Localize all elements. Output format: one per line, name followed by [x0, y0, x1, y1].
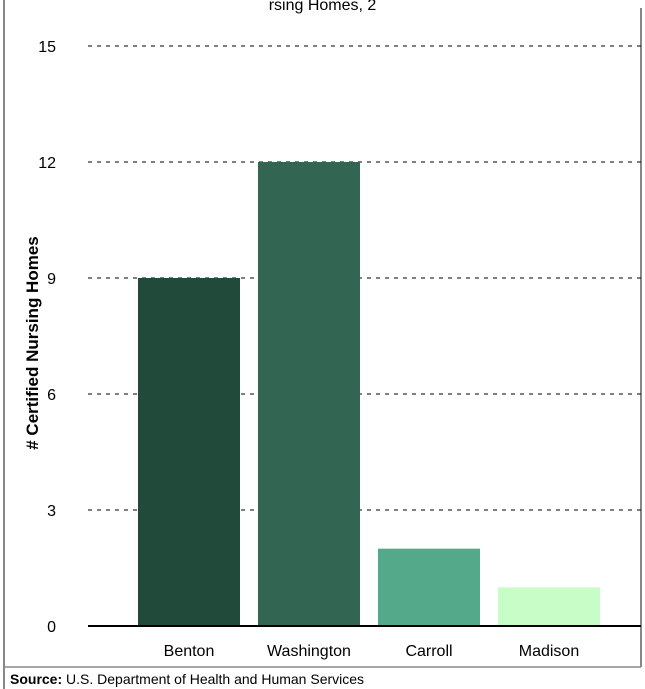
bar-carroll	[378, 548, 480, 626]
bar-benton	[138, 278, 240, 626]
y-tick-label: 6	[47, 387, 56, 404]
y-tick-label: 3	[47, 503, 56, 520]
source-label: Source:	[10, 671, 63, 687]
source-note: Source: U.S. Department of Health and Hu…	[10, 671, 364, 687]
x-tick-label: Washington	[267, 643, 351, 660]
y-tick-label: 9	[47, 271, 56, 288]
bar-washington	[258, 162, 360, 626]
bar-madison	[498, 587, 600, 626]
y-tick-label: 15	[38, 39, 56, 56]
x-tick-label: Madison	[519, 643, 579, 660]
x-tick-label: Benton	[164, 643, 215, 660]
y-tick-label: 12	[38, 155, 56, 172]
y-tick-label: 0	[47, 619, 56, 636]
x-tick-label: Carroll	[405, 643, 452, 660]
y-axis-label: # Certified Nursing Homes	[23, 236, 42, 450]
source-text: U.S. Department of Health and Human Serv…	[62, 671, 365, 687]
chart-title: rsing Homes, 2	[268, 0, 377, 14]
